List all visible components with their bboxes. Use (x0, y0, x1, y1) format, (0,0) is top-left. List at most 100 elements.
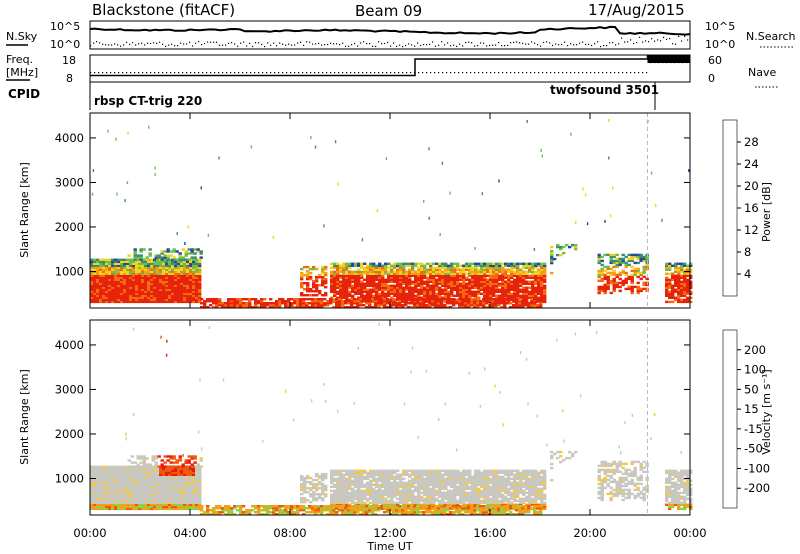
nsearch-point (621, 37, 623, 39)
heatmap-cell (606, 253, 610, 257)
heatmap-cell (186, 292, 190, 295)
heatmap-cell (474, 294, 478, 297)
heatmap-cell (90, 292, 94, 295)
nave-point (370, 72, 372, 74)
heatmap-cell (105, 258, 109, 261)
heatmap-cell (417, 282, 421, 285)
nave-point (146, 72, 148, 74)
heatmap-cell (411, 266, 415, 269)
heatmap-cell (138, 270, 142, 273)
heatmap-cell (489, 296, 493, 299)
heatmap-cell (348, 294, 352, 297)
heatmap-cell (159, 294, 163, 297)
heatmap-cell (417, 294, 421, 297)
heatmap-cell (186, 274, 190, 277)
heatmap-cell (172, 248, 176, 251)
heatmap-cell (414, 296, 418, 299)
heatmap-cell (345, 266, 349, 269)
heatmap-cell (150, 264, 154, 267)
nave-point (126, 72, 128, 74)
heatmap-cell (360, 469, 364, 472)
heatmap-cell (163, 465, 167, 468)
heatmap-cell (339, 274, 343, 277)
heatmap-cell (135, 292, 139, 295)
heatmap-cell (570, 132, 572, 136)
heatmap-cell (111, 505, 115, 509)
heatmap-cell (156, 282, 160, 285)
heatmap-cell (156, 296, 160, 299)
nsearch-point (534, 42, 536, 44)
heatmap-cell (354, 489, 358, 492)
heatmap-cell (192, 286, 196, 289)
heatmap-cell (99, 505, 103, 509)
nave-point (314, 72, 316, 74)
nsearch-point (204, 43, 206, 45)
nsearch-point (90, 45, 92, 47)
heatmap-cell (159, 286, 163, 289)
heatmap-cell (147, 278, 151, 281)
nsearch-point (504, 45, 506, 47)
heatmap-cell (429, 274, 433, 277)
heatmap-cell (396, 272, 400, 275)
heatmap-cell (425, 304, 429, 307)
heatmap-cell (345, 278, 349, 281)
heatmap-cell (411, 286, 415, 289)
heatmap-cell (108, 266, 112, 269)
heatmap-cell (187, 225, 190, 229)
heatmap-cell (198, 280, 202, 283)
nave-point (550, 72, 552, 74)
heatmap-cell (396, 294, 400, 297)
heatmap-cell (159, 274, 163, 277)
heatmap-cell (126, 505, 130, 509)
heatmap-cell (177, 284, 181, 287)
heatmap-cell (183, 262, 187, 265)
heatmap-cell (99, 272, 103, 275)
heatmap-cell (180, 286, 184, 289)
heatmap-cell (330, 282, 334, 285)
nsearch-point (291, 44, 293, 46)
heatmap-cell (425, 298, 429, 301)
heatmap-cell (387, 288, 391, 291)
heatmap-cell (411, 274, 415, 277)
heatmap-cell (168, 262, 172, 265)
heatmap-cell (516, 262, 520, 265)
nsearch-point (459, 43, 461, 45)
heatmap-cell (330, 280, 334, 283)
heatmap-cell (96, 286, 100, 289)
heatmap-cell (287, 298, 291, 301)
heatmap-cell (189, 286, 193, 289)
nsearch-point (435, 45, 437, 47)
heatmap-cell (420, 282, 424, 285)
heatmap-cell (144, 294, 148, 297)
heatmap-cell (171, 505, 175, 509)
heatmap-cell (420, 296, 424, 299)
heatmap-cell (144, 296, 148, 299)
heatmap-cell (183, 286, 187, 289)
heatmap-cell (375, 477, 379, 480)
heatmap-cell (93, 278, 97, 281)
heatmap-cell (390, 292, 394, 295)
heatmap-cell (114, 268, 118, 271)
heatmap-cell (618, 289, 622, 293)
heatmap-cell (375, 276, 379, 279)
heatmap-cell (135, 296, 139, 299)
power-ylabel: Slant Range [km] (18, 162, 31, 258)
nsearch-point (597, 41, 599, 43)
heatmap-cell (147, 288, 151, 291)
heatmap-cell (345, 284, 349, 287)
heatmap-cell (381, 294, 385, 297)
heatmap-cell (189, 274, 193, 277)
heatmap-cell (189, 290, 193, 293)
heatmap-cell (132, 505, 136, 509)
heatmap-cell (444, 282, 448, 285)
heatmap-cell (378, 268, 382, 271)
heatmap-cell (348, 266, 352, 269)
heatmap-cell (123, 278, 127, 281)
heatmap-cell (674, 262, 678, 265)
heatmap-cell (126, 288, 130, 291)
heatmap-cell (612, 277, 616, 281)
heatmap-cell (174, 298, 178, 302)
nsearch-point (549, 42, 551, 44)
heatmap-cell (183, 264, 187, 267)
heatmap-cell (489, 262, 493, 265)
